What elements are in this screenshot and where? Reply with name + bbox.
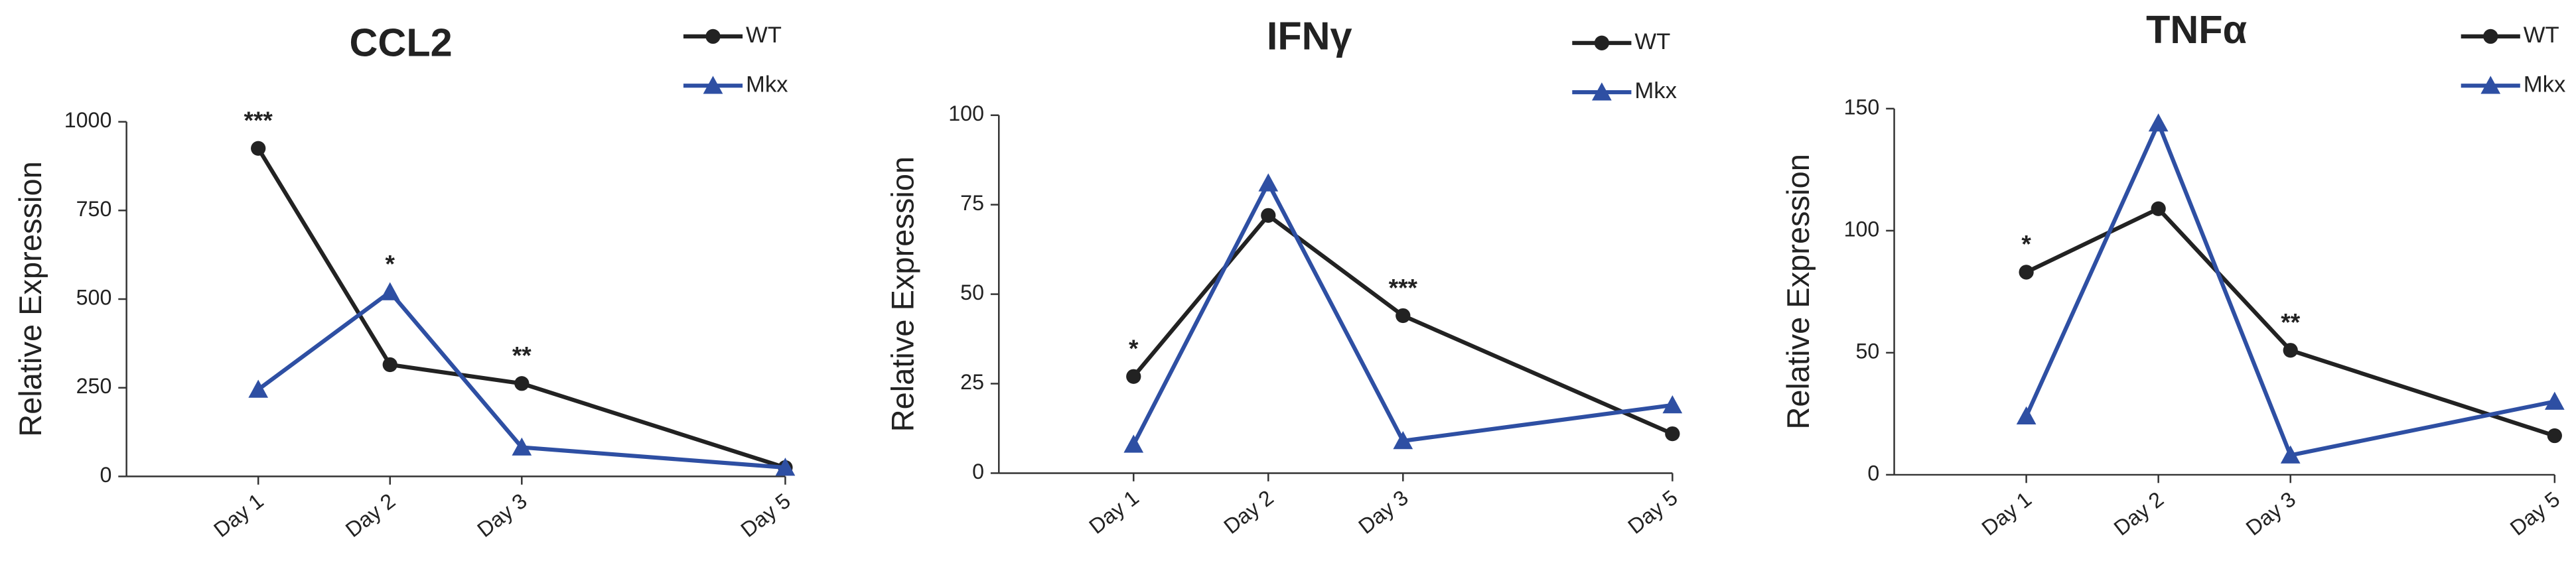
y-tick-label: 0 bbox=[972, 460, 984, 483]
legend-marker bbox=[703, 76, 723, 94]
y-tick-label: 25 bbox=[960, 370, 984, 394]
y-tick-label: 750 bbox=[76, 197, 112, 221]
y-tick-label: 500 bbox=[76, 286, 112, 310]
x-tick-label: Day 5 bbox=[1623, 485, 1682, 538]
x-tick-label: Day 5 bbox=[737, 489, 795, 542]
y-tick-label: 0 bbox=[100, 463, 111, 487]
chart-panel: TNFα Relative Expression 0 50 100 150 Day 1 Day… bbox=[1780, 7, 2565, 540]
chart-panel: IFNγ Relative Expression 0 25 50 75 100 Day 1 Da… bbox=[885, 14, 1683, 538]
y-axis-label: Relative Expression bbox=[1780, 154, 1816, 430]
y-tick-label: 100 bbox=[948, 101, 984, 125]
data-point bbox=[2547, 428, 2562, 444]
y-tick-label: 150 bbox=[1844, 95, 1880, 119]
chart-panel: CCL2 Relative Expression 0 250 500 750 1000 Day… bbox=[13, 21, 796, 542]
data-point bbox=[380, 282, 400, 300]
data-point bbox=[1393, 431, 1413, 450]
data-point bbox=[2148, 113, 2169, 132]
series-line bbox=[1131, 178, 1673, 446]
series-line bbox=[2024, 117, 2555, 458]
data-point bbox=[775, 458, 796, 476]
x-tick-label: Day 2 bbox=[1219, 485, 1277, 538]
chart-title: CCL2 bbox=[350, 21, 453, 65]
series-line bbox=[257, 289, 786, 470]
series-line bbox=[1131, 212, 1674, 436]
legend-label: WT bbox=[1634, 29, 1670, 54]
data-point bbox=[1665, 426, 1680, 442]
y-tick-label: 100 bbox=[1844, 217, 1880, 241]
data-point bbox=[2151, 201, 2166, 216]
data-point bbox=[1123, 434, 1144, 453]
x-tick-label: Day 3 bbox=[472, 489, 531, 542]
data-point bbox=[2016, 406, 2037, 424]
significance-label: * bbox=[1129, 334, 1139, 362]
data-point bbox=[2280, 445, 2301, 464]
significance-label: * bbox=[386, 250, 395, 278]
data-point bbox=[2544, 391, 2565, 410]
legend-label: WT bbox=[746, 23, 782, 48]
x-tick-label: Day 2 bbox=[341, 489, 399, 542]
series-line bbox=[256, 147, 786, 470]
y-tick-label: 50 bbox=[1855, 339, 1879, 363]
x-tick-label: Day 1 bbox=[1084, 485, 1143, 538]
chart-title: TNFα bbox=[2146, 7, 2247, 52]
data-point bbox=[251, 141, 266, 156]
legend-label: WT bbox=[2524, 23, 2559, 48]
data-point bbox=[1258, 173, 1279, 192]
data-point bbox=[514, 376, 530, 391]
x-tick-label: Day 1 bbox=[1977, 487, 2036, 540]
x-tick-label: Day 3 bbox=[2242, 487, 2300, 540]
data-point bbox=[1261, 208, 1276, 223]
data-point bbox=[2019, 265, 2034, 280]
series-line bbox=[2025, 206, 2555, 438]
data-point bbox=[2283, 343, 2298, 358]
y-tick-label: 250 bbox=[76, 374, 112, 398]
data-point bbox=[248, 379, 269, 398]
y-axis-label: Relative Expression bbox=[885, 157, 920, 432]
legend-label: Mkx bbox=[746, 72, 788, 97]
significance-label: * bbox=[2021, 230, 2031, 258]
data-point bbox=[1395, 308, 1411, 324]
x-tick-label: Day 1 bbox=[209, 489, 267, 542]
x-tick-label: Day 5 bbox=[2506, 487, 2564, 540]
data-point bbox=[512, 437, 532, 456]
y-tick-label: 50 bbox=[960, 281, 984, 304]
chart-title: IFNγ bbox=[1267, 14, 1352, 58]
y-tick-label: 75 bbox=[960, 191, 984, 215]
legend-marker bbox=[1592, 82, 1612, 101]
legend-marker bbox=[1594, 35, 1610, 50]
legend-label: Mkx bbox=[1634, 78, 1677, 103]
significance-label: *** bbox=[1389, 273, 1418, 301]
x-tick-label: Day 3 bbox=[1354, 485, 1412, 538]
significance-label: ** bbox=[2281, 308, 2300, 336]
data-point bbox=[382, 357, 397, 373]
data-point bbox=[1126, 369, 1141, 384]
legend-marker bbox=[705, 29, 721, 44]
legend-marker bbox=[2483, 29, 2498, 44]
y-tick-label: 1000 bbox=[64, 108, 112, 132]
legend-label: Mkx bbox=[2524, 72, 2566, 97]
x-tick-label: Day 2 bbox=[2110, 487, 2168, 540]
y-tick-label: 0 bbox=[1867, 461, 1879, 485]
significance-label: ** bbox=[512, 342, 532, 369]
significance-label: *** bbox=[244, 106, 273, 134]
data-point bbox=[1662, 395, 1683, 414]
legend-marker bbox=[2480, 76, 2501, 94]
y-axis-label: Relative Expression bbox=[13, 161, 48, 437]
